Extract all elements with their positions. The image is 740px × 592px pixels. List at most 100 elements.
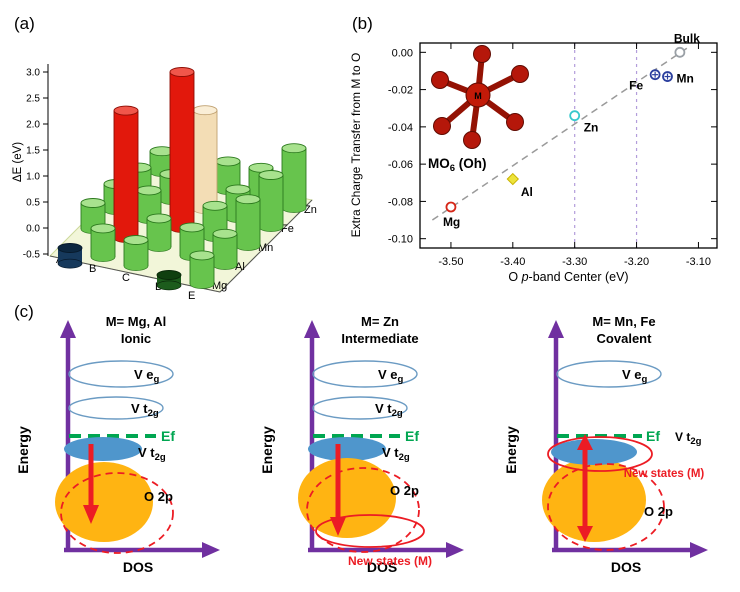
x-axis-label: O p-band Center (eV) xyxy=(508,270,628,284)
fermi-level-label: Ef xyxy=(161,428,175,444)
point-label: Al xyxy=(521,185,533,199)
bar-B-Al xyxy=(113,105,139,243)
y-category-label: Al xyxy=(235,261,245,273)
bar-E-Mg xyxy=(189,250,215,289)
point-Al: Al xyxy=(506,172,533,199)
x-tick-label: -3.40 xyxy=(500,256,525,268)
subpanel-subtitle: Ionic xyxy=(121,331,151,346)
mo6-molecule-inset: M MO6 (Oh) xyxy=(428,45,529,174)
bar-E-Fe xyxy=(258,170,284,232)
arrowhead-down-icon xyxy=(577,526,593,542)
veg-state-ellipse xyxy=(556,360,662,388)
z-tick-label: -0.5 xyxy=(23,250,41,261)
point-label: Mn xyxy=(677,72,694,86)
point-Bulk: Bulk xyxy=(674,31,700,58)
energy-axis-label: Energy xyxy=(15,426,31,474)
energy-axis-arrowhead-icon xyxy=(548,320,564,338)
bar-E-Zn xyxy=(281,143,307,213)
veg-label: V eg xyxy=(378,367,404,385)
veg-state-ellipse xyxy=(68,360,174,388)
point-label: Fe xyxy=(629,79,643,93)
new-states-label: New states (M) xyxy=(348,554,432,568)
o2p-band xyxy=(298,458,396,538)
dos-axis-label: DOS xyxy=(367,559,397,575)
bar-C-Al xyxy=(146,213,172,252)
y-axis-label: Extra Charge Transfer from M to O xyxy=(349,53,363,238)
bar-D-Mg xyxy=(156,270,182,291)
vt2g-upper-label: V t2g xyxy=(131,401,159,419)
point-Fe: Fe xyxy=(629,69,661,93)
point-Zn: Zn xyxy=(569,110,599,135)
point-Mg: Mg xyxy=(443,201,460,229)
vt2g-filled-label: V t2g xyxy=(138,445,166,463)
point-label: Zn xyxy=(584,121,599,135)
z-tick-label: 1.0 xyxy=(26,172,40,183)
subpanel-title: M= Mg, Al xyxy=(106,314,167,329)
y-tick-label: 0.00 xyxy=(392,47,413,59)
arrowhead-down-icon xyxy=(330,517,346,536)
inset-caption: MO6 (Oh) xyxy=(428,156,487,174)
panel-b-chart: -3.50 -3.40 -3.30 -3.20 -3.10 0.00 -0.02 -0.04 -… xyxy=(349,31,718,284)
panel-a-chart: 3.02.52.01.51.00.50.0-0.5ΔE (eV)ABCDEMgA… xyxy=(12,64,317,302)
veg-label: V eg xyxy=(622,367,648,385)
energy-axis-arrowhead-icon xyxy=(60,320,76,338)
x-tick-label: -3.20 xyxy=(624,256,649,268)
x-category-label: E xyxy=(188,290,195,302)
y-tick-label: -0.04 xyxy=(388,122,413,134)
x-category-label: B xyxy=(89,263,96,275)
point-label: Mg xyxy=(443,215,460,229)
bar-C-Mg xyxy=(123,235,149,271)
new-states-solid-outline xyxy=(547,436,653,472)
z-axis-label: ΔE (eV) xyxy=(12,142,24,182)
y-tick-label: -0.10 xyxy=(388,234,413,246)
y-category-label: Fe xyxy=(281,223,294,235)
vt2g-upper-state-ellipse xyxy=(312,396,408,420)
metal-atom xyxy=(465,82,491,108)
subpanel-title: M= Mn, Fe xyxy=(592,314,655,329)
o2p-band xyxy=(55,462,153,542)
y-category-label: Mn xyxy=(258,242,273,254)
vt2g-upper-label: V t2g xyxy=(375,401,403,419)
plot-frame xyxy=(419,42,718,249)
bar-E-Al xyxy=(212,228,238,270)
dos-axis-arrowhead-icon xyxy=(446,542,464,558)
o2p-band xyxy=(542,458,646,542)
panel-a-label: (a) xyxy=(14,14,35,33)
arrowhead-down-icon xyxy=(83,505,99,524)
subpanel-subtitle: Intermediate xyxy=(341,331,418,346)
bar-C-Mn xyxy=(169,67,195,233)
vt2g-filled-band xyxy=(64,437,142,461)
fermi-level-label: Ef xyxy=(405,428,419,444)
metal-atom-label: M xyxy=(474,91,482,101)
panel-c: M= Mg, Al Ionic Energy DOS V eg V t2g Ef… xyxy=(6,300,734,586)
z-tick-label: 1.5 xyxy=(26,146,40,157)
energy-axis-label: Energy xyxy=(503,426,519,474)
point-Mn: Mn xyxy=(662,71,694,86)
panel-c-ionic: M= Mg, Al Ionic Energy DOS V eg V t2g Ef… xyxy=(15,314,220,575)
y-tick-label: -0.02 xyxy=(388,85,413,97)
point-label: Bulk xyxy=(674,31,700,45)
x-tick-label: -3.10 xyxy=(686,256,711,268)
z-tick-label: 0.0 xyxy=(26,224,40,235)
vt2g-filled-band xyxy=(551,439,637,465)
veg-label: V eg xyxy=(134,367,160,385)
y-category-label: Zn xyxy=(304,204,317,216)
bar-C-Fe xyxy=(192,105,218,214)
new-states-dashed-outline xyxy=(60,472,174,554)
z-tick-label: 2.0 xyxy=(26,120,40,131)
fermi-level-label: Ef xyxy=(646,428,660,444)
new-states-dashed-outline xyxy=(306,467,420,553)
subpanel-title: M= Zn xyxy=(361,314,399,329)
y-category-label: Mg xyxy=(212,280,227,292)
energy-axis-label: Energy xyxy=(259,426,275,474)
vt2g-upper-state-ellipse xyxy=(68,396,164,420)
panel-c-covalent: M= Mn, Fe Covalent Energy DOS V eg Ef V … xyxy=(503,314,708,575)
y-tick-label: -0.06 xyxy=(388,159,413,171)
bar-E-Mn xyxy=(235,194,261,251)
panel-c-label: (c) xyxy=(14,302,34,321)
vt2g-at-ef-label: V t2g xyxy=(675,430,702,447)
dos-axis-arrowhead-icon xyxy=(202,542,220,558)
new-states-dashed-outline xyxy=(547,463,665,551)
vt2g-filled-label: V t2g xyxy=(382,445,410,463)
